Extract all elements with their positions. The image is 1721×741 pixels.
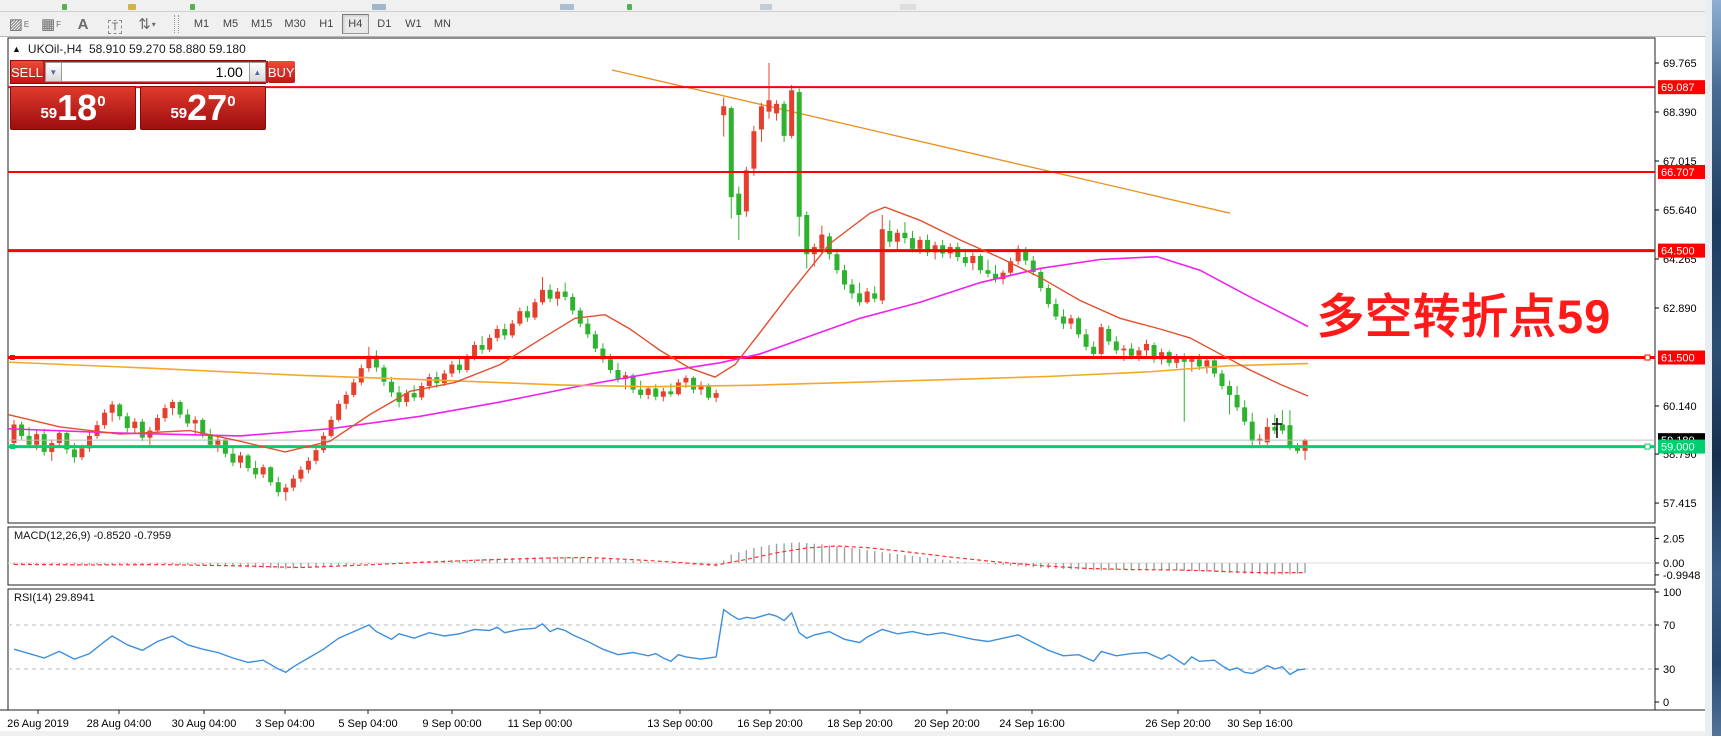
volume-input[interactable] bbox=[61, 62, 249, 82]
window-bottom-edge bbox=[0, 731, 1705, 736]
candlesticks bbox=[11, 63, 1308, 501]
tab-timeframe-mn[interactable]: MN bbox=[433, 18, 451, 30]
svg-text:0.00: 0.00 bbox=[1663, 558, 1684, 570]
svg-text:18 Sep 20:00: 18 Sep 20:00 bbox=[827, 718, 892, 730]
svg-text:59.000: 59.000 bbox=[1661, 442, 1695, 454]
svg-text:3 Sep 04:00: 3 Sep 04:00 bbox=[255, 718, 314, 730]
arrow-tools-icon[interactable]: ⇅ ▾ bbox=[138, 16, 156, 33]
toolbar-separator bbox=[174, 15, 179, 33]
quote-header: ▲ UKOil-,H4 58.910 59.270 58.880 59.180 bbox=[12, 42, 246, 56]
svg-text:28 Aug 04:00: 28 Aug 04:00 bbox=[87, 718, 152, 730]
grid-icon[interactable]: ▦ F bbox=[40, 16, 62, 33]
toolbar-fragment-icon bbox=[62, 4, 67, 10]
toolbar-fragment-icon bbox=[128, 4, 136, 10]
svg-text:26 Sep 20:00: 26 Sep 20:00 bbox=[1145, 718, 1210, 730]
sell-price-big: 18 bbox=[57, 87, 98, 128]
price-axis: 69.76568.39067.01565.64064.26562.89060.1… bbox=[1655, 58, 1705, 510]
buy-price-tile[interactable]: 59 27 0 bbox=[140, 86, 266, 130]
svg-text:2.05: 2.05 bbox=[1663, 533, 1684, 545]
rsi-panel: 100 70 30 0 bbox=[8, 587, 1681, 709]
svg-text:30 Aug 04:00: 30 Aug 04:00 bbox=[172, 718, 237, 730]
tab-timeframe-w1[interactable]: W1 bbox=[405, 18, 422, 30]
time-axis: 26 Aug 2019 28 Aug 04:00 30 Aug 04:00 3 Sep… bbox=[0, 709, 1705, 730]
tab-timeframe-m1[interactable]: M1 bbox=[193, 18, 210, 30]
volume-down-button[interactable]: ▼ bbox=[44, 62, 62, 82]
expert-advisor-icon[interactable]: ▨ E bbox=[8, 16, 30, 33]
svg-text:30 Sep 16:00: 30 Sep 16:00 bbox=[1227, 718, 1292, 730]
svg-text:30: 30 bbox=[1663, 664, 1675, 676]
ma-slow-line bbox=[7, 361, 1309, 388]
tab-timeframe-d1[interactable]: D1 bbox=[377, 18, 392, 30]
svg-text:-0.9948: -0.9948 bbox=[1663, 570, 1700, 582]
svg-text:62.890: 62.890 bbox=[1663, 303, 1697, 315]
text-label-icon[interactable]: A bbox=[77, 16, 89, 33]
toolbar-fragment-icon bbox=[372, 4, 386, 10]
buy-price-big: 27 bbox=[187, 87, 228, 128]
tab-timeframe-h1[interactable]: H1 bbox=[319, 18, 334, 30]
panel-frames bbox=[7, 37, 1656, 711]
svg-text:26 Aug 2019: 26 Aug 2019 bbox=[7, 718, 69, 730]
chart-canvas: 69.76568.39067.01565.64064.26562.89060.1… bbox=[0, 37, 1705, 730]
svg-text:69.765: 69.765 bbox=[1663, 58, 1697, 70]
symbol-period-label: UKOil-,H4 bbox=[27, 42, 82, 56]
cross-marker bbox=[1272, 417, 1282, 438]
svg-text:20 Sep 20:00: 20 Sep 20:00 bbox=[914, 718, 979, 730]
svg-text:68.390: 68.390 bbox=[1663, 107, 1697, 119]
collapse-arrow-icon[interactable]: ▲ bbox=[12, 44, 21, 54]
svg-text:11 Sep 00:00: 11 Sep 00:00 bbox=[508, 718, 573, 730]
macd-indicator-label: MACD(12,26,9) -0.8520 -0.7959 bbox=[14, 530, 172, 542]
svg-text:13 Sep 00:00: 13 Sep 00:00 bbox=[647, 718, 712, 730]
svg-text:60.140: 60.140 bbox=[1663, 401, 1697, 413]
volume-up-button[interactable]: ▲ bbox=[248, 62, 266, 82]
chart-text-annotation: 多空转折点59 bbox=[1317, 290, 1612, 343]
sell-button[interactable]: SELL bbox=[11, 61, 43, 83]
svg-text:0: 0 bbox=[1663, 697, 1669, 709]
svg-text:64.500: 64.500 bbox=[1661, 246, 1695, 258]
rsi-indicator-label: RSI(14) 29.8941 bbox=[14, 592, 95, 604]
svg-text:9 Sep 00:00: 9 Sep 00:00 bbox=[422, 718, 481, 730]
svg-text:61.500: 61.500 bbox=[1661, 352, 1695, 364]
window-right-border bbox=[1705, 0, 1712, 736]
macd-panel: 2.05 0.00-0.9948 bbox=[8, 533, 1700, 582]
ma-fast-line bbox=[7, 206, 1309, 453]
desktop-edge-strip bbox=[1712, 0, 1721, 736]
chart-workspace: 69.765 68.390 67.015 65.640 64.265 62.890 60.1… bbox=[0, 37, 1705, 736]
ma-mid-line bbox=[7, 255, 1309, 437]
toolbar-fragment-icon bbox=[900, 4, 916, 10]
svg-text:16 Sep 20:00: 16 Sep 20:00 bbox=[737, 718, 802, 730]
sell-price-tile[interactable]: 59 18 0 bbox=[10, 86, 136, 130]
tab-timeframe-m15[interactable]: M15 bbox=[251, 18, 273, 30]
toolbar-fragment-icon bbox=[760, 4, 772, 10]
volume-stepper: ▼ ▲ bbox=[42, 61, 268, 83]
svg-text:57.415: 57.415 bbox=[1663, 498, 1697, 510]
line-studies-toolbar: ▨ E ▦ F A T ⇅ ▾ M1 M5 M15 M30 H1 H4 D1 W1 M… bbox=[0, 12, 1721, 37]
sell-price-sup: 0 bbox=[97, 92, 106, 110]
horizontal-lines bbox=[8, 86, 1655, 450]
clipped-toolbar-row bbox=[0, 0, 1721, 12]
sell-price-small: 59 bbox=[40, 104, 58, 122]
toolbar-fragment-icon bbox=[560, 4, 574, 10]
tab-timeframe-m5[interactable]: M5 bbox=[222, 18, 239, 30]
text-box-icon[interactable]: T bbox=[102, 14, 128, 34]
toolbar-fragment-icon bbox=[190, 4, 195, 10]
trendline bbox=[611, 69, 1231, 214]
buy-price-small: 59 bbox=[170, 104, 188, 122]
ohlc-values: 58.910 59.270 58.880 59.180 bbox=[88, 42, 246, 56]
toolbar-fragment-icon bbox=[627, 4, 632, 10]
svg-text:24 Sep 16:00: 24 Sep 16:00 bbox=[999, 718, 1064, 730]
svg-text:69.087: 69.087 bbox=[1661, 82, 1695, 94]
svg-text:100: 100 bbox=[1663, 587, 1681, 599]
tab-timeframe-m30[interactable]: M30 bbox=[284, 18, 306, 30]
svg-text:70: 70 bbox=[1663, 620, 1675, 632]
buy-button[interactable]: BUY bbox=[267, 61, 295, 83]
svg-text:66.707: 66.707 bbox=[1661, 167, 1695, 179]
svg-text:5 Sep 04:00: 5 Sep 04:00 bbox=[338, 718, 397, 730]
svg-text:65.640: 65.640 bbox=[1663, 205, 1697, 217]
buy-price-sup: 0 bbox=[227, 92, 236, 110]
tab-timeframe-h4[interactable]: H4 bbox=[341, 14, 369, 34]
